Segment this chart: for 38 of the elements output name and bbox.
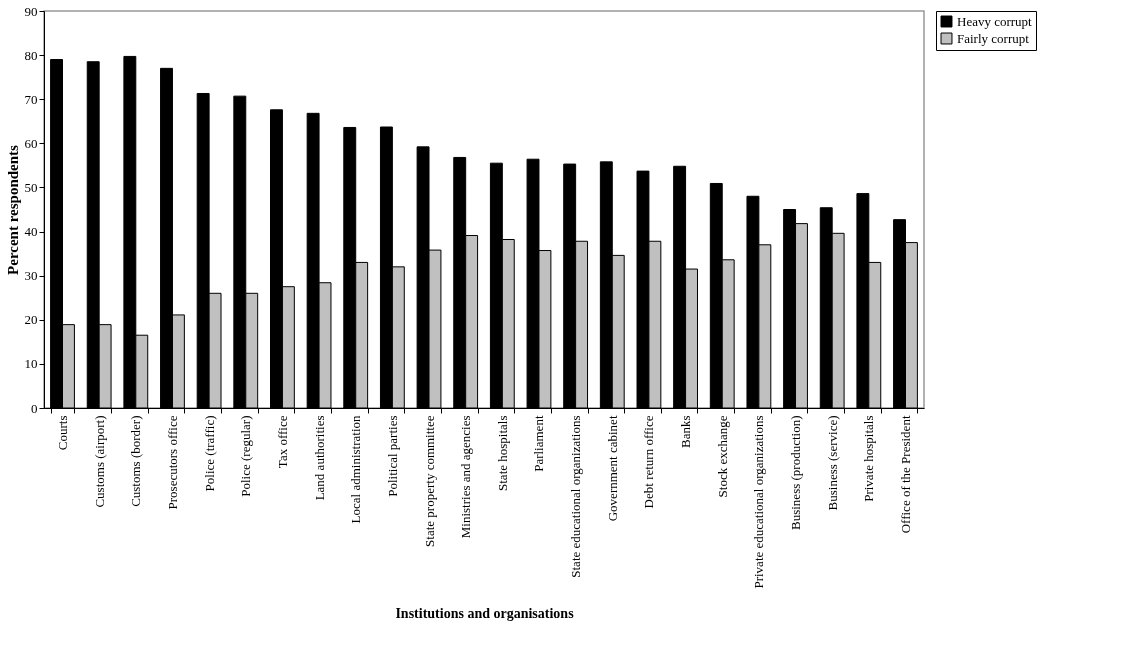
x-tick-label: Government cabinet — [604, 415, 620, 522]
x-tick-label: Banks — [678, 415, 694, 448]
x-tick-label: Customs (airport) — [91, 415, 107, 508]
x-tick-label: Private hospitals — [861, 415, 877, 502]
x-tick-label: State educational organizations — [568, 415, 584, 578]
y-tick-label: 10 — [24, 356, 38, 372]
y-axis-title: Percent respondents — [4, 144, 21, 275]
x-axis-title: Institutions and organisations — [395, 605, 575, 621]
x-tick-label: Customs (border) — [128, 415, 144, 507]
x-tick-label: State hospitals — [494, 415, 510, 491]
y-tick-label: 70 — [24, 91, 38, 107]
y-tick-label: 80 — [24, 47, 38, 63]
x-tick-label: Business (production) — [788, 415, 804, 530]
y-tick-label: 0 — [31, 400, 38, 416]
x-tick-label: Local administration — [348, 415, 364, 524]
y-tick-label: 20 — [24, 312, 38, 328]
x-tick-label: Private educational organizations — [751, 415, 767, 589]
x-tick-label: Tax office — [274, 415, 290, 469]
x-tick-label: Debt return office — [641, 415, 657, 509]
x-tick-label: Ministries and agencies — [458, 415, 474, 539]
x-tick-label: Political parties — [384, 415, 400, 497]
legend-label: Fairly corrupt — [957, 30, 1030, 46]
x-tick-label: Parliament — [531, 415, 547, 472]
legend-label: Heavy corrupt — [957, 13, 1033, 29]
x-tick-label: Police (traffic) — [201, 415, 217, 492]
y-tick-label: 60 — [24, 135, 38, 151]
x-tick-label: State property committee — [421, 415, 437, 547]
x-tick-label: Land authorities — [311, 415, 327, 501]
y-tick-label: 50 — [24, 179, 38, 195]
x-tick-label: Business (service) — [824, 415, 840, 511]
y-tick-label: 90 — [24, 3, 38, 19]
y-tick-label: 30 — [24, 268, 38, 284]
y-tick-label: 40 — [24, 224, 38, 240]
x-tick-label: Courts — [55, 415, 71, 451]
x-tick-label: Police (regular) — [238, 415, 254, 497]
x-tick-label: Office of the President — [897, 415, 913, 534]
x-tick-label: Stock exchange — [714, 415, 730, 498]
x-tick-label: Prosecutors office — [164, 415, 180, 510]
